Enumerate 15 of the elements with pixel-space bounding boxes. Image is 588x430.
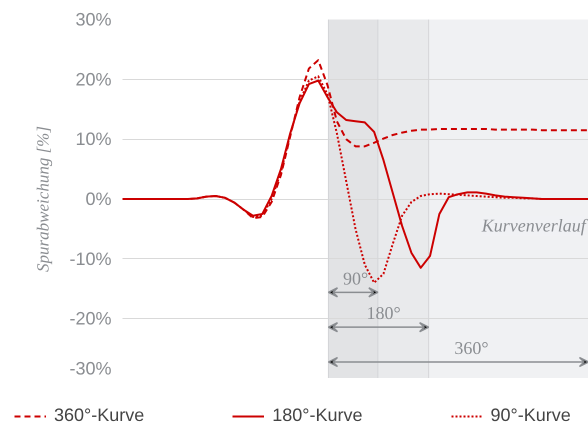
y-tick-label: 0% — [85, 189, 112, 209]
y-tick-label: -30% — [69, 358, 112, 378]
y-axis-title: Spurabweichung [%] — [33, 126, 52, 272]
legend-label: 90°-Kurve — [490, 405, 571, 426]
annotation: Kurvenverlauf — [480, 215, 588, 236]
annotation: 90° — [343, 268, 368, 288]
y-tick-label: 10% — [75, 129, 112, 150]
y-tick-label: -20% — [69, 308, 112, 329]
legend-label: 180°-Kurve — [272, 405, 362, 426]
y-tick-label: 30% — [75, 10, 112, 30]
y-tick-label: 20% — [75, 69, 112, 90]
annotation: 180° — [366, 303, 401, 324]
legend-label: 360°-Kurve — [54, 405, 144, 426]
y-tick-label: -10% — [69, 248, 112, 269]
annotation: 360° — [454, 338, 489, 358]
